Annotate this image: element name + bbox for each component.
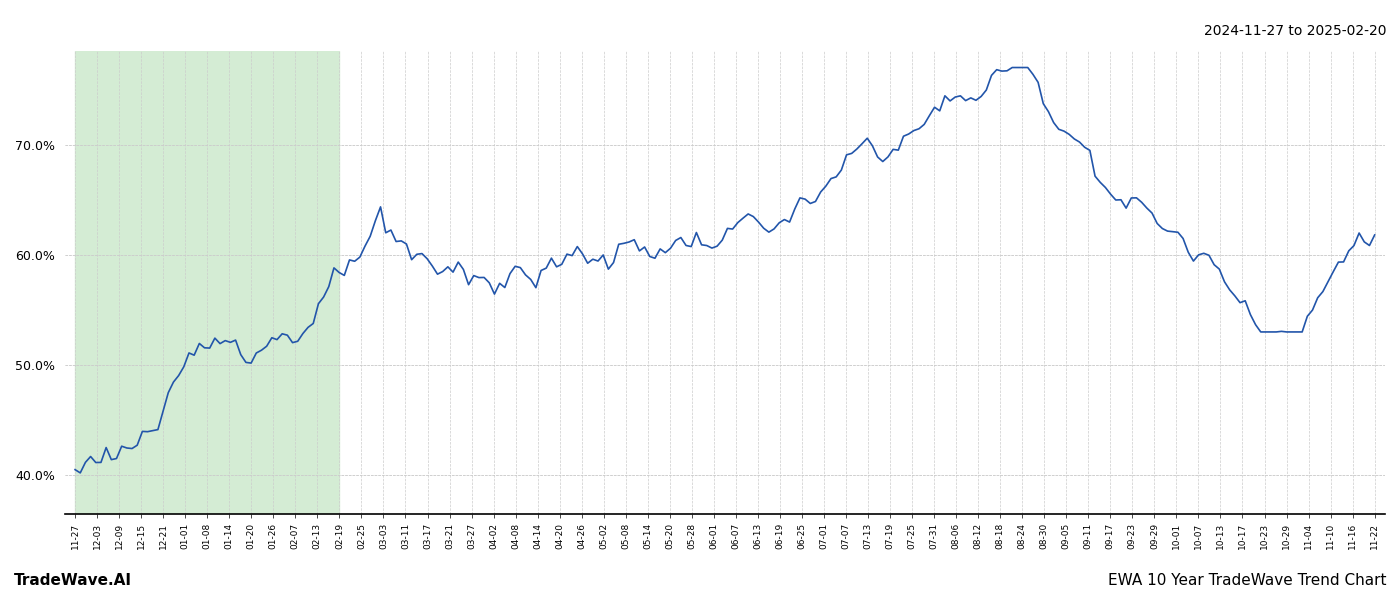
Text: 2024-11-27 to 2025-02-20: 2024-11-27 to 2025-02-20 [1204,24,1386,38]
Bar [76,51,339,514]
Text: TradeWave.AI: TradeWave.AI [14,573,132,588]
Text: EWA 10 Year TradeWave Trend Chart: EWA 10 Year TradeWave Trend Chart [1107,573,1386,588]
